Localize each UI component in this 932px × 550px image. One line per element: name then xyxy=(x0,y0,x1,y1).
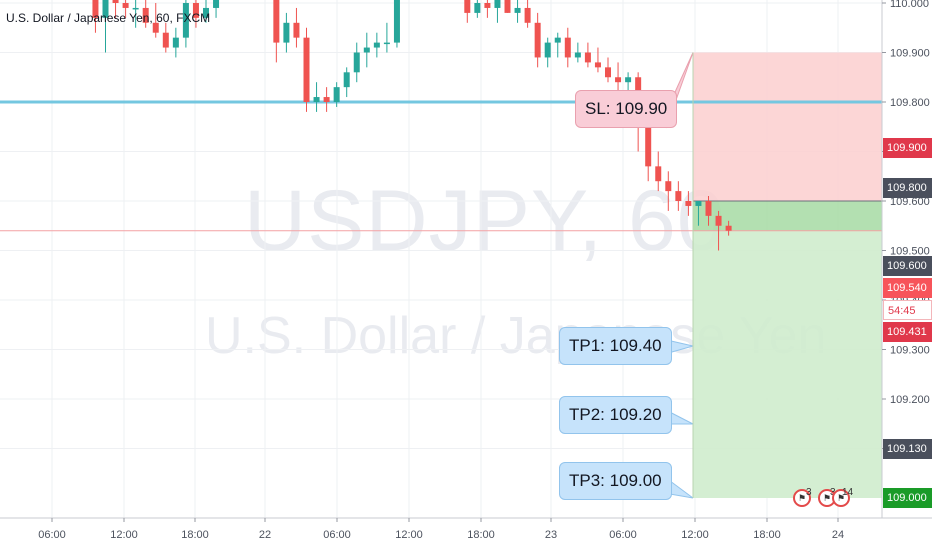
candle-body xyxy=(675,191,682,201)
time-tick-label: 06:00 xyxy=(323,529,351,541)
candle-body xyxy=(685,201,692,206)
time-tick-label: 24 xyxy=(832,529,844,541)
take-profit-3-callout[interactable]: TP3: 109.00 xyxy=(559,462,672,500)
candle-body xyxy=(484,3,491,8)
time-tick-label: 18:00 xyxy=(181,529,209,541)
event-count: 3 xyxy=(806,487,812,498)
stop-loss-callout[interactable]: SL: 109.90 xyxy=(575,90,678,128)
candle-body xyxy=(464,0,471,13)
candle-body xyxy=(605,67,611,78)
candle-body xyxy=(213,0,220,8)
candle-body xyxy=(273,0,280,43)
candle-body xyxy=(534,22,541,58)
time-tick-label: 23 xyxy=(545,529,557,541)
candle-body xyxy=(554,37,561,43)
take-profit-3-price-tag: 109.000 xyxy=(883,488,932,508)
candle-body xyxy=(695,201,702,206)
open-profit-zone xyxy=(693,201,882,231)
candle-body xyxy=(142,7,149,23)
price-tick-label: 110.000 xyxy=(890,0,929,10)
candle-body xyxy=(152,22,159,33)
take-profit-zone xyxy=(693,230,882,498)
price-tick-label: 109.800 xyxy=(890,97,930,109)
stop-loss-zone xyxy=(693,52,882,201)
candle-body xyxy=(102,0,109,18)
bar-countdown: 54:45 xyxy=(883,300,932,320)
candle-body xyxy=(584,52,591,63)
candle-body xyxy=(574,52,581,58)
candle-body xyxy=(112,0,119,3)
event-count: 14 xyxy=(842,487,854,498)
price-tick-label: 109.600 xyxy=(890,196,930,208)
time-tick-label: 12:00 xyxy=(110,529,138,541)
candle-body xyxy=(594,62,601,68)
entry-price-tag: 109.600 xyxy=(883,256,932,276)
candle-body xyxy=(373,42,380,48)
candle-body xyxy=(645,121,652,167)
candle-body xyxy=(303,37,310,102)
time-tick-label: 18:00 xyxy=(467,529,495,541)
price-tick-label: 109.300 xyxy=(890,345,930,357)
candle-body xyxy=(383,42,390,45)
time-tick-label: 22 xyxy=(259,529,271,541)
candle-body xyxy=(333,87,340,102)
candle-body xyxy=(132,7,139,10)
candle-body xyxy=(504,0,511,13)
candle-body xyxy=(182,3,189,38)
candle-body xyxy=(524,7,531,23)
take-profit-1-callout[interactable]: TP1: 109.40 xyxy=(559,327,672,365)
marked-price-tag: 109.130 xyxy=(883,439,932,459)
time-tick-label: 06:00 xyxy=(38,529,66,541)
candle-body xyxy=(514,7,521,13)
candle-body xyxy=(162,32,169,48)
us-flag-icon[interactable]: ⚑ xyxy=(793,489,811,507)
candle-body xyxy=(474,3,481,13)
time-tick-label: 12:00 xyxy=(395,529,423,541)
take-profit-2-callout[interactable]: TP2: 109.20 xyxy=(559,396,672,434)
candle-body xyxy=(494,0,501,8)
candle-body xyxy=(725,225,732,231)
candle-body xyxy=(353,52,360,73)
us-flag-icon[interactable]: ⚑ xyxy=(832,489,850,507)
level-price-tag: 109.800 xyxy=(883,178,932,198)
candle-body xyxy=(363,47,370,53)
stop-loss-price-tag: 109.900 xyxy=(883,138,932,158)
candle-body xyxy=(705,201,712,216)
candle-body xyxy=(625,77,632,83)
candle-body xyxy=(172,37,179,48)
candle-body xyxy=(283,22,290,43)
candle-body xyxy=(715,215,722,226)
time-tick-label: 06:00 xyxy=(609,529,637,541)
candle-body xyxy=(192,3,199,18)
candle-body xyxy=(564,37,571,58)
chart-title: U.S. Dollar / Japanese Yen, 60, FXCM xyxy=(6,11,211,25)
candle-body xyxy=(203,7,209,18)
candle-body xyxy=(655,166,662,182)
price-tick-label: 109.900 xyxy=(890,48,930,60)
time-tick-label: 12:00 xyxy=(681,529,709,541)
low-price-tag: 109.431 xyxy=(883,322,932,342)
candle-body xyxy=(293,22,300,38)
candle-body xyxy=(393,0,400,43)
last-price-tag: 109.540 xyxy=(883,278,932,298)
candle-body xyxy=(122,3,129,8)
time-tick-label: 18:00 xyxy=(753,529,781,541)
time-axis-bg xyxy=(0,518,932,550)
candle-body xyxy=(323,97,330,102)
candle-body xyxy=(615,77,622,83)
candle-body xyxy=(313,97,320,102)
candle-body xyxy=(544,42,551,58)
price-tick-label: 109.200 xyxy=(890,394,930,406)
candle-body xyxy=(343,72,350,88)
price-tick-label: 109.500 xyxy=(890,246,930,258)
candle-body xyxy=(665,181,672,192)
candle-body xyxy=(92,0,99,18)
